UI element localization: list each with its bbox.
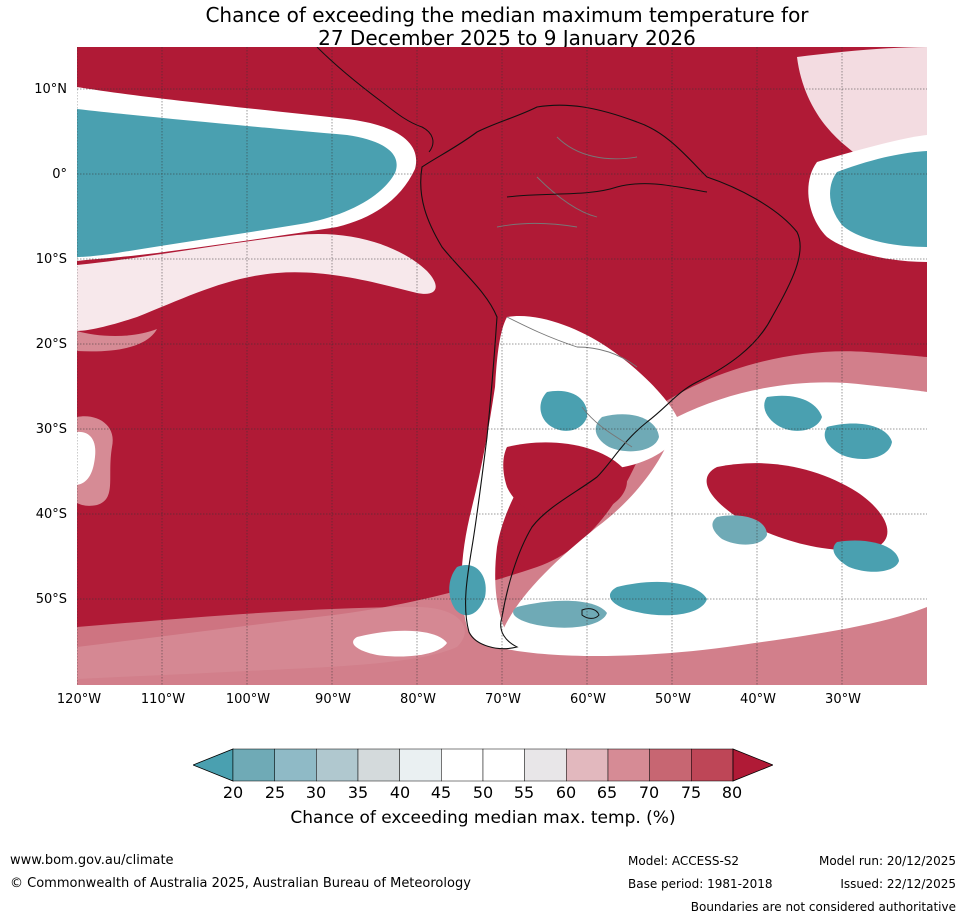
colorbar-tick-30: 30 [305,783,327,802]
blue-patch-south-america-interior-2 [595,414,659,452]
blue-patch-south-atlantic-1 [764,395,822,431]
graticule [77,47,927,685]
country-borders [496,136,638,448]
pink-fringe-southern-ocean [77,607,465,679]
lon-label-40w: 40°W [740,692,776,707]
colorbar-tick-25: 25 [264,783,286,802]
falkland-islands [581,608,600,619]
colorbar-extend-low [191,748,234,782]
lat-label-30s: 30°S [35,422,67,437]
colorbar-tick-80: 80 [721,783,743,802]
lon-label-90w: 90°W [315,692,351,707]
forecast-map [77,47,927,685]
lat-label-10s: 10°S [35,252,67,267]
colorbar-tick-35: 35 [347,783,369,802]
colorbar-segment [524,748,567,782]
white-region-atlantic-north [797,47,927,169]
blue-patch-south-atlantic-4 [833,540,899,572]
colorbar-tick-20: 20 [222,783,244,802]
map-title: Chance of exceeding the median maximum t… [0,4,965,50]
south-america-coastline [420,104,801,650]
blue-patch-south-atlantic-3 [712,515,767,545]
lon-label-120w: 120°W [56,692,102,707]
blue-patch-south-america-interior-1 [540,390,588,431]
lon-label-80w: 80°W [400,692,436,707]
map-svg [77,47,927,685]
lon-label-50w: 50°W [655,692,691,707]
colorbar-segment [357,748,400,782]
colorbar-segment [566,748,609,782]
footer-disclaimer: Boundaries are not considered authoritat… [690,900,956,914]
lat-label-20s: 20°S [35,337,67,352]
pink-fringe-southpacific [77,329,157,352]
blue-patch-south-atlantic-2 [824,423,892,459]
lon-label-60w: 60°W [570,692,606,707]
colorbar-tick-50: 50 [472,783,494,802]
amazon-river [506,183,708,198]
colorbar-tick-65: 65 [596,783,618,802]
colorbar-label: Chance of exceeding median max. temp. (%… [290,808,676,828]
blue-patch-south-atlantic-5 [609,581,707,616]
colorbar-segment [316,748,359,782]
colorbar-segment [649,748,692,782]
colorbar-segment [691,748,734,782]
low-probability-core-pacific [77,109,397,257]
white-fringe-pacific-30s [77,431,96,485]
lon-label-70w: 70°W [485,692,521,707]
lon-label-30w: 30°W [825,692,861,707]
colorbar-segment [274,748,317,782]
colorbar-tick-55: 55 [513,783,535,802]
colorbar-segment [482,748,525,782]
colorbar-svg [191,748,775,782]
colorbar-segment [441,748,484,782]
colorbar-tick-60: 60 [555,783,577,802]
lat-label-50s: 50°S [35,592,67,607]
colorbar [191,748,775,786]
title-line-1: Chance of exceeding the median maximum t… [205,3,809,27]
lon-label-110w: 110°W [140,692,186,707]
colorbar-tick-70: 70 [638,783,660,802]
blue-patch-south-atlantic-6 [513,600,607,628]
colorbar-tick-40: 40 [389,783,411,802]
colorbar-tick-45: 45 [430,783,452,802]
lat-label-0: 0° [52,167,67,182]
footer-base-period: Base period: 1981-2018 [628,877,773,891]
footer-model: Model: ACCESS-S2 [628,854,740,868]
lat-label-10n: 10°N [34,82,67,97]
colorbar-segment [399,748,442,782]
white-region-south-america-interior [461,316,680,649]
footer-url[interactable]: www.bom.gov.au/climate [10,853,174,868]
white-fringe-southern-ocean [353,630,447,657]
central-america-coastline [316,47,434,153]
title-line-2: 27 December 2025 to 9 January 2026 [318,26,696,50]
white-region-south-atlantic [497,382,927,656]
blue-patch-patagonia [449,565,486,616]
colorbar-segment [607,748,650,782]
footer-copyright: © Commonwealth of Australia 2025, Austra… [10,876,471,891]
colorbar-tick-75: 75 [680,783,702,802]
colorbar-segment [232,748,275,782]
footer-issued: Issued: 22/12/2025 [840,877,956,891]
footer-model-run: Model run: 20/12/2025 [818,854,956,868]
low-probability-region-atlantic [830,151,927,247]
lat-label-40s: 40°S [35,507,67,522]
white-fringe-southpacific [77,233,436,331]
lon-label-100w: 100°W [225,692,271,707]
colorbar-extend-high [732,748,775,782]
red-patch-argentina [503,442,627,518]
